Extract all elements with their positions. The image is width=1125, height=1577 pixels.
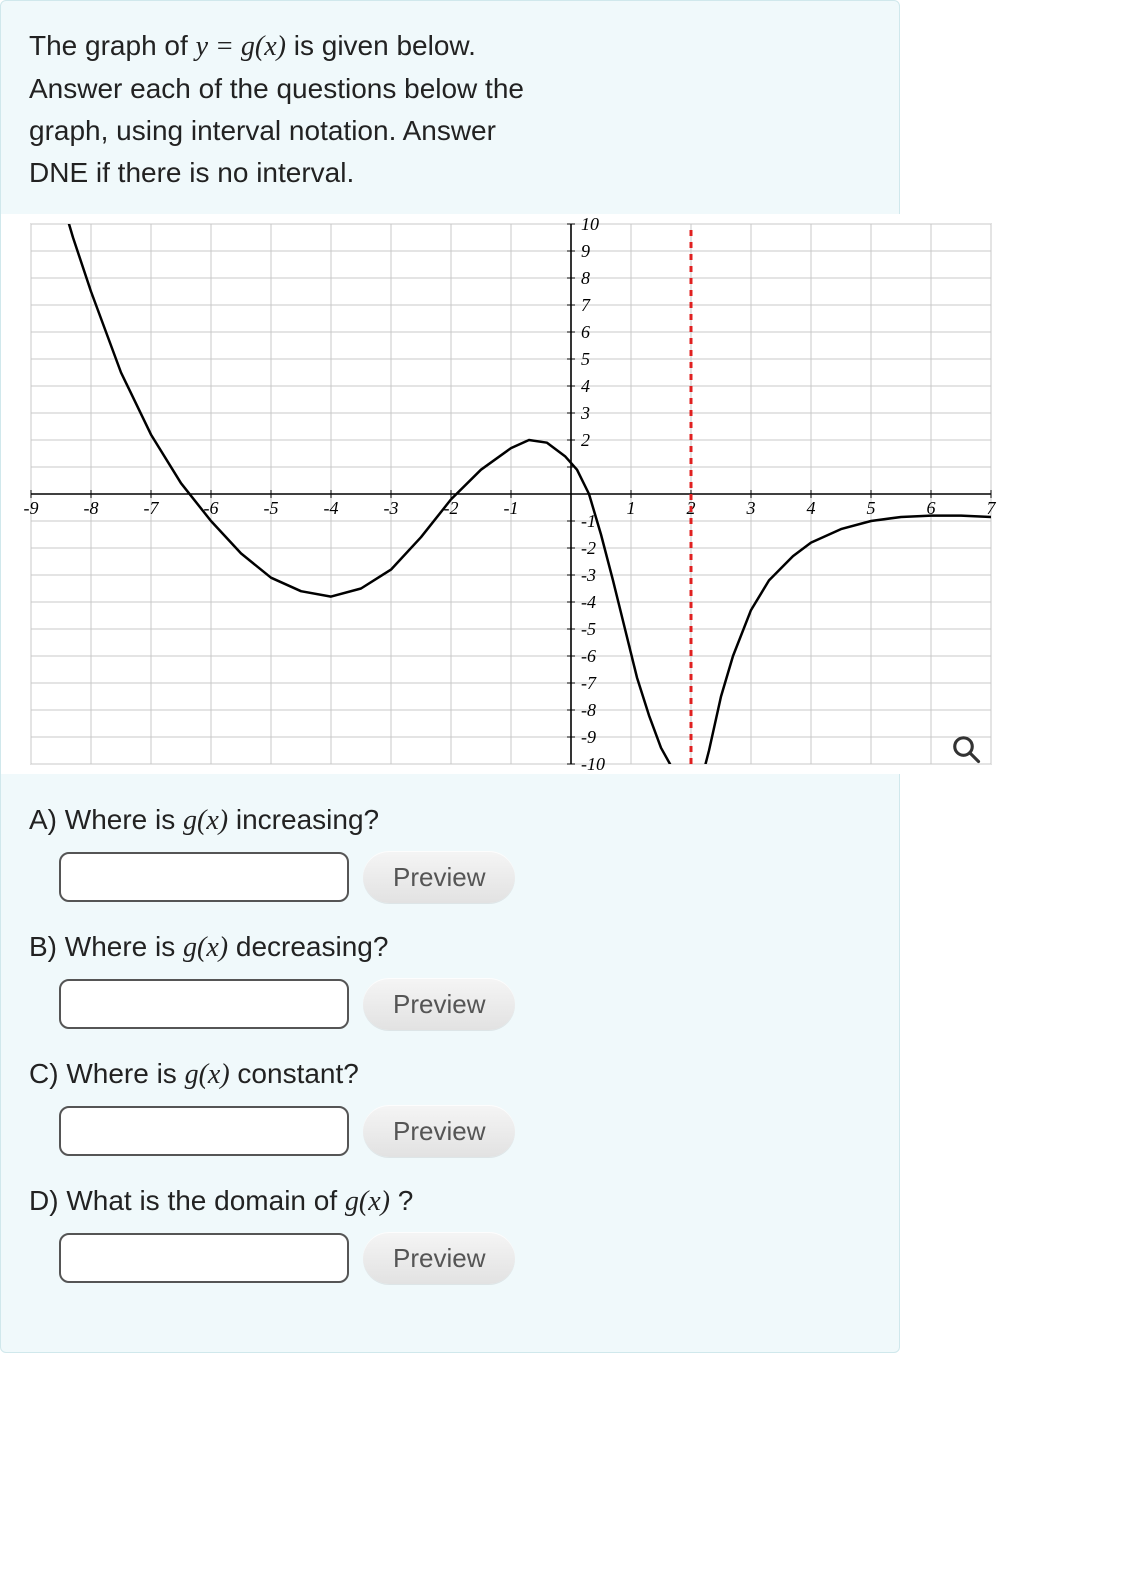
svg-text:-4: -4 — [324, 498, 339, 518]
qb-pre: B) Where is — [29, 931, 183, 962]
preview-button-d[interactable]: Preview — [363, 1232, 515, 1284]
qa-pre: A) Where is — [29, 804, 183, 835]
answer-input-c[interactable] — [59, 1106, 349, 1156]
graph-container: -9-8-7-6-5-4-3-2-11234567-10-9-8-7-6-5-4… — [1, 214, 1001, 774]
question-c: C) Where is g(x) constant? Preview — [29, 1058, 871, 1157]
svg-text:8: 8 — [581, 268, 590, 288]
question-c-label: C) Where is g(x) constant? — [29, 1058, 871, 1091]
answer-input-b[interactable] — [59, 979, 349, 1029]
question-b: B) Where is g(x) decreasing? Preview — [29, 931, 871, 1030]
qd-post: ? — [390, 1185, 413, 1216]
preview-button-a[interactable]: Preview — [363, 851, 515, 903]
question-d-label: D) What is the domain of g(x) ? — [29, 1185, 871, 1218]
svg-text:4: 4 — [807, 498, 816, 518]
svg-text:-5: -5 — [264, 498, 279, 518]
svg-text:-1: -1 — [504, 498, 519, 518]
svg-text:10: 10 — [581, 214, 599, 234]
question-container: The graph of y = g(x) is given below. An… — [0, 0, 900, 1353]
prompt-line4: DNE if there is no interval. — [29, 157, 354, 188]
function-graph: -9-8-7-6-5-4-3-2-11234567-10-9-8-7-6-5-4… — [1, 214, 1001, 774]
preview-button-b[interactable]: Preview — [363, 978, 515, 1030]
qc-pre: C) Where is — [29, 1058, 185, 1089]
svg-text:-4: -4 — [581, 592, 596, 612]
question-a-label: A) Where is g(x) increasing? — [29, 804, 871, 837]
svg-text:6: 6 — [581, 322, 590, 342]
question-a: A) Where is g(x) increasing? Preview — [29, 804, 871, 903]
qd-fn: g(x) — [345, 1186, 390, 1217]
svg-text:7: 7 — [581, 295, 591, 315]
prompt-equation: y = g(x) — [196, 31, 286, 62]
prompt-text: The graph of y = g(x) is given below. An… — [29, 25, 871, 194]
svg-text:-9: -9 — [581, 727, 596, 747]
svg-text:9: 9 — [581, 241, 590, 261]
answer-input-d[interactable] — [59, 1233, 349, 1283]
question-d: D) What is the domain of g(x) ? Preview — [29, 1185, 871, 1284]
answer-input-a[interactable] — [59, 852, 349, 902]
svg-text:-2: -2 — [581, 538, 596, 558]
qb-fn: g(x) — [183, 932, 228, 963]
question-b-label: B) Where is g(x) decreasing? — [29, 931, 871, 964]
qb-post: decreasing? — [228, 931, 388, 962]
svg-text:-8: -8 — [84, 498, 99, 518]
prompt-line3: graph, using interval notation. Answer — [29, 115, 496, 146]
svg-text:-3: -3 — [384, 498, 399, 518]
qd-pre: D) What is the domain of — [29, 1185, 345, 1216]
qa-fn: g(x) — [183, 805, 228, 836]
svg-text:-5: -5 — [581, 619, 596, 639]
svg-text:-6: -6 — [581, 646, 596, 666]
svg-text:5: 5 — [867, 498, 876, 518]
prompt-line1-pre: The graph of — [29, 30, 196, 61]
svg-text:-7: -7 — [144, 498, 160, 518]
svg-text:-3: -3 — [581, 565, 596, 585]
preview-button-c[interactable]: Preview — [363, 1105, 515, 1157]
svg-text:7: 7 — [987, 498, 997, 518]
svg-text:3: 3 — [580, 403, 590, 423]
svg-text:-7: -7 — [581, 673, 597, 693]
svg-text:-8: -8 — [581, 700, 596, 720]
svg-text:-10: -10 — [581, 754, 605, 774]
qc-post: constant? — [230, 1058, 359, 1089]
svg-text:-9: -9 — [24, 498, 39, 518]
svg-text:1: 1 — [627, 498, 636, 518]
prompt-line2: Answer each of the questions below the — [29, 73, 524, 104]
magnify-icon[interactable] — [951, 734, 981, 764]
prompt-line1-post: is given below. — [294, 30, 476, 61]
svg-text:3: 3 — [746, 498, 756, 518]
qa-post: increasing? — [228, 804, 379, 835]
qc-fn: g(x) — [185, 1059, 230, 1090]
svg-text:4: 4 — [581, 376, 590, 396]
svg-text:5: 5 — [581, 349, 590, 369]
svg-text:2: 2 — [581, 430, 590, 450]
